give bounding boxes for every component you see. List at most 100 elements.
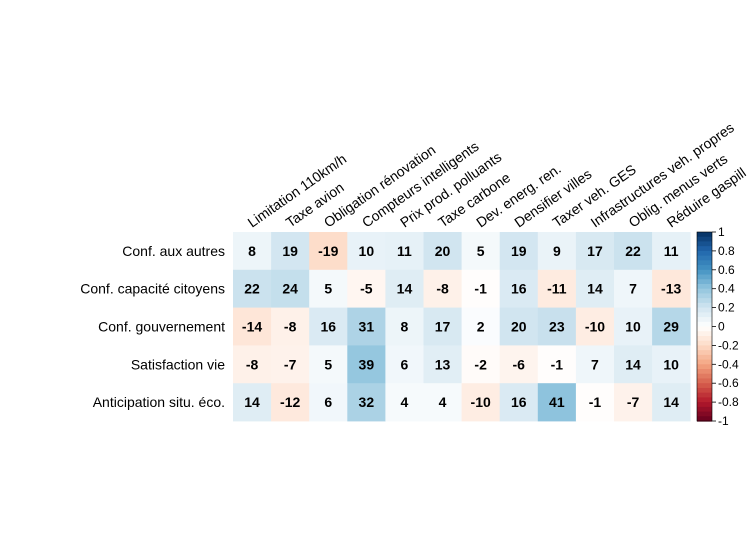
- heatmap-cell: [461, 345, 501, 384]
- cell-value-label: 14: [663, 394, 679, 410]
- legend-color-band: [697, 260, 712, 266]
- cell-value-label: 31: [359, 319, 375, 335]
- cell-value-label: 14: [244, 394, 260, 410]
- cell-value-label: 8: [248, 243, 256, 259]
- cell-value-label: -2: [474, 356, 487, 372]
- cell-value-label: 14: [587, 281, 603, 297]
- heatmap-cell: [309, 383, 348, 422]
- heatmap-cell: [575, 269, 615, 308]
- legend-color-band: [697, 236, 712, 243]
- heatmap-cell: [614, 269, 653, 308]
- legend-color-band: [697, 411, 712, 417]
- legend-color-band: [697, 246, 712, 252]
- heatmap-cell: [385, 345, 424, 384]
- legend-color-band: [697, 387, 712, 394]
- cell-value-label: 10: [625, 319, 641, 335]
- cell-value-label: 22: [625, 243, 641, 259]
- cell-value-label: 2: [477, 319, 485, 335]
- cell-value-label: 7: [629, 281, 637, 297]
- heatmap-cell: [652, 307, 691, 346]
- heatmap-cell: [309, 269, 348, 308]
- heatmap-cell: [575, 345, 615, 384]
- legend-tick-label: 0.4: [718, 282, 735, 296]
- legend-tick-label: 0.2: [718, 301, 735, 315]
- cell-value-label: 20: [511, 319, 527, 335]
- heatmap-cell: [575, 307, 615, 346]
- heatmap-cell: [499, 383, 539, 422]
- legend-color-band: [697, 331, 712, 337]
- cell-value-label: -5: [360, 281, 373, 297]
- heatmap-cell: [652, 345, 691, 384]
- heatmap-cell: [347, 383, 386, 422]
- legend-tick-label: -0.6: [718, 376, 739, 390]
- legend-color-band: [697, 269, 712, 276]
- legend-color-band: [697, 378, 712, 384]
- heatmap-cell: [347, 232, 386, 271]
- cell-value-label: 11: [397, 243, 412, 259]
- cell-value-label: -8: [436, 281, 449, 297]
- heatmap-cell: [652, 383, 691, 422]
- legend-color-band: [697, 317, 712, 323]
- heatmap-cell: [461, 383, 501, 422]
- cell-value-label: 17: [587, 243, 603, 259]
- heatmap-cell: [309, 345, 348, 384]
- heatmap-cell: [271, 383, 310, 422]
- heatmap-cell: [575, 232, 615, 271]
- legend-color-band: [697, 302, 712, 309]
- legend-color-band: [697, 274, 712, 280]
- heatmap-cell: [499, 345, 539, 384]
- legend-tick-label: 0: [718, 320, 725, 334]
- cell-value-label: -1: [589, 394, 602, 410]
- cell-value-label: 16: [511, 281, 527, 297]
- heatmap-cell: [499, 269, 539, 308]
- heatmap-cell: [652, 269, 691, 308]
- legend-color-band: [697, 283, 712, 290]
- row-label: Conf. aux autres: [122, 243, 225, 259]
- cell-value-label: -8: [246, 356, 259, 372]
- legend-color-band: [697, 354, 712, 361]
- cell-value-label: 4: [401, 394, 409, 410]
- cell-value-label: 9: [553, 243, 561, 259]
- legend-color-band: [697, 312, 712, 318]
- cell-value-label: 14: [625, 356, 641, 372]
- legend-color-band: [697, 241, 712, 247]
- heatmap-cell: [271, 307, 310, 346]
- legend-color-band: [697, 265, 712, 271]
- heatmap-cell: [537, 232, 577, 271]
- legend-color-band: [697, 364, 712, 370]
- heatmap-cell: [575, 383, 615, 422]
- heatmap-cell: [271, 269, 310, 308]
- cell-value-label: 8: [401, 319, 409, 335]
- cell-value-label: 16: [320, 319, 336, 335]
- cell-value-label: -12: [280, 394, 300, 410]
- legend-color-band: [697, 335, 712, 342]
- cell-value-label: 19: [282, 243, 298, 259]
- legend-color-band: [697, 279, 712, 285]
- legend-tick-label: -0.2: [718, 338, 739, 352]
- legend-color-band: [697, 293, 712, 299]
- cell-value-label: 39: [359, 356, 375, 372]
- heatmap-cell: [652, 232, 691, 271]
- legend-color-band: [697, 402, 712, 408]
- heatmap-cell: [233, 345, 272, 384]
- legend-color-band: [697, 416, 712, 422]
- legend-color-band: [697, 345, 712, 351]
- color-legend: 1 0.8 0.6 0.4 0.2 0 -0.2 -0.4 -0.6 -0.8 -1: [696, 225, 739, 428]
- heatmap-cell: [423, 232, 462, 271]
- row-label: Satisfaction vie: [131, 356, 225, 372]
- legend-tick-label: 0.8: [718, 244, 735, 258]
- legend-color-band: [697, 232, 712, 238]
- legend-color-band: [697, 340, 712, 346]
- heatmap-cell: [385, 307, 424, 346]
- cell-value-label: -7: [284, 356, 297, 372]
- heatmap-cell: [499, 232, 539, 271]
- cell-value-label: -7: [627, 394, 640, 410]
- heatmap-cell: [614, 345, 653, 384]
- heatmap-cell: [537, 345, 577, 384]
- legend-color-band: [697, 255, 712, 261]
- cell-value-label: -1: [474, 281, 487, 297]
- heatmap-cell: [347, 269, 386, 308]
- cell-value-label: 6: [324, 394, 332, 410]
